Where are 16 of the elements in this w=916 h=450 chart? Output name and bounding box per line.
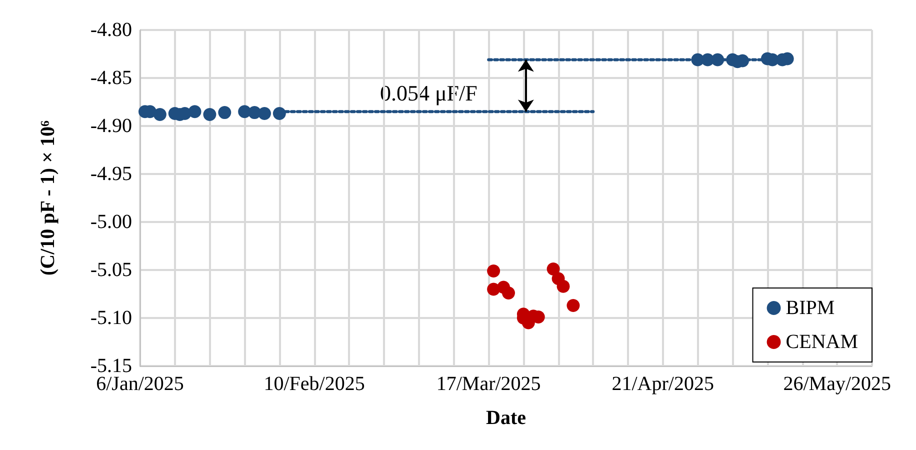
y-tick-label: -5.05	[90, 259, 132, 281]
y-axis-title: (C/10 pF - 1) × 10⁶	[37, 120, 59, 276]
y-tick-label: -4.80	[90, 19, 132, 41]
y-tick-label: -4.90	[90, 115, 132, 137]
x-axis-title: Date	[486, 407, 526, 429]
annotation: 0.054 μF/F	[380, 80, 478, 106]
x-tick-label: 10/Feb/2025	[264, 373, 365, 395]
y-tick-label: -5.00	[90, 211, 132, 233]
y-tick-label: -4.95	[90, 163, 132, 185]
x-tick-label: 26/May/2025	[783, 373, 892, 395]
x-tick-label: 17/Mar/2025	[436, 373, 541, 395]
x-tick-label: 21/Apr/2025	[612, 373, 714, 395]
legend-label: CENAM	[786, 331, 858, 353]
y-tick-label: -5.10	[90, 307, 132, 329]
legend-label: BIPM	[786, 297, 835, 319]
y-tick-label: -4.85	[90, 67, 132, 89]
